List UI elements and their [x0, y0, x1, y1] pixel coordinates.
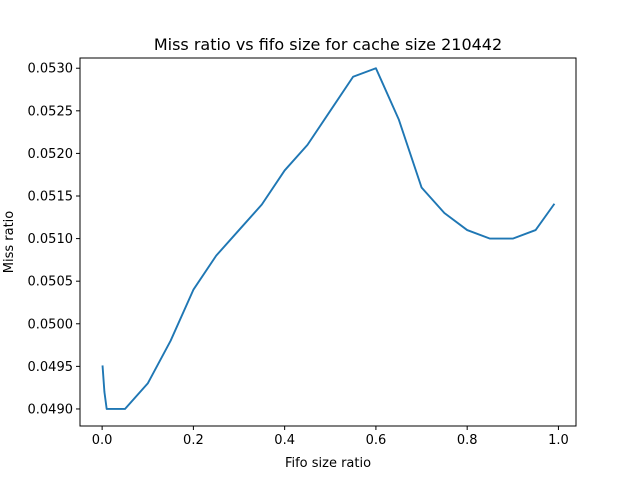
plot-frame [79, 57, 577, 427]
y-axis-label: Miss ratio [2, 211, 17, 274]
y-tick-label: 0.0520 [28, 147, 74, 162]
y-tick-label: 0.0515 [28, 190, 74, 205]
y-tick-label: 0.0525 [28, 104, 74, 119]
x-tick-label: 0.0 [92, 433, 113, 448]
x-tick-label: 0.4 [274, 433, 295, 448]
plot-area: 0.0 0.2 0.4 0.6 0.8 1.0 0.0490 0.0495 0.0500 0.05… [28, 57, 577, 448]
x-tick-label: 0.6 [366, 433, 387, 448]
y-tick-label: 0.0490 [28, 402, 74, 417]
x-tick-label: 1.0 [548, 433, 569, 448]
y-tick-label: 0.0495 [28, 360, 74, 375]
x-axis-label: Fifo size ratio [285, 456, 371, 471]
y-tick-label: 0.0500 [28, 317, 74, 332]
x-tick-label: 0.2 [183, 433, 204, 448]
series-line-0 [101, 67, 556, 410]
chart-title: Miss ratio vs fifo size for cache size 2… [154, 35, 502, 54]
y-tick-label: 0.0530 [28, 62, 74, 77]
x-tick-label: 0.8 [457, 433, 478, 448]
y-tick-label: 0.0505 [28, 275, 74, 290]
y-tick-label: 0.0510 [28, 232, 74, 247]
